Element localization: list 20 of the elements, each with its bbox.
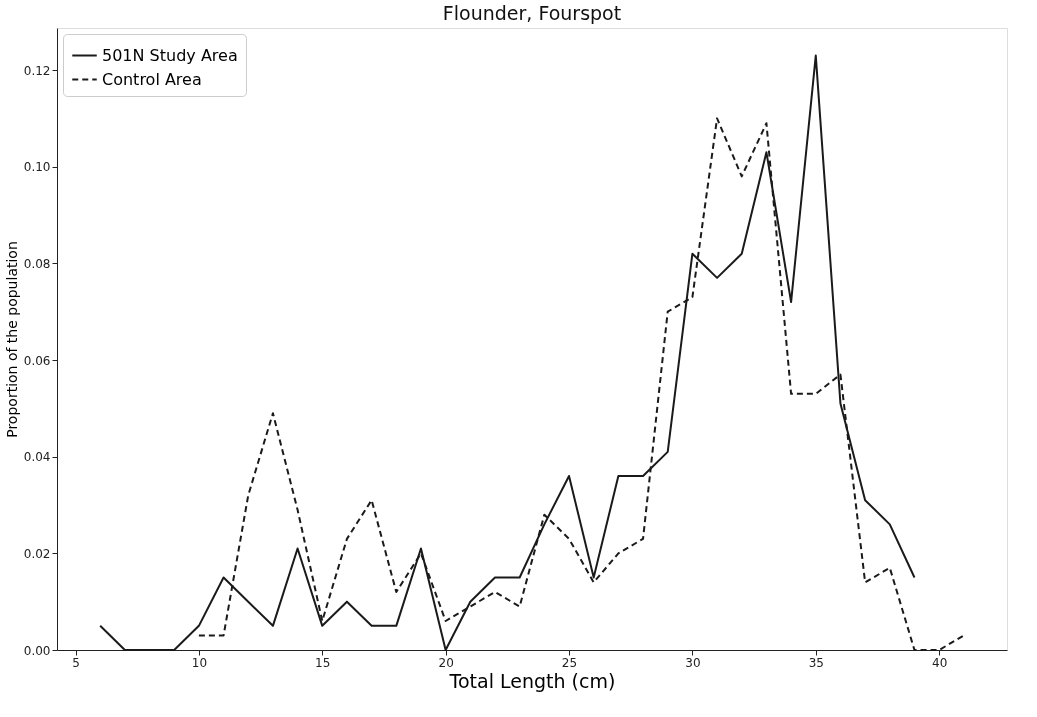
y-tick-label: 0.06 — [23, 353, 51, 368]
x-tick-label: 10 — [191, 655, 208, 670]
x-tick-label: 25 — [561, 655, 578, 670]
x-tick-label: 35 — [808, 655, 824, 670]
y-tick-label: 0.04 — [23, 450, 51, 465]
x-axis-title: Total Length (cm) — [448, 669, 616, 692]
x-tick-label: 20 — [438, 655, 454, 670]
x-tick-label: 30 — [685, 655, 701, 670]
x-tick-label: 15 — [315, 655, 331, 670]
y-tick-label: 0.10 — [23, 160, 51, 175]
x-tick-label: 40 — [932, 655, 948, 670]
legend-label: Control Area — [102, 69, 202, 89]
legend-label: 501N Study Area — [102, 45, 238, 65]
x-tick-label: 5 — [72, 655, 80, 670]
y-tick-label: 0.08 — [23, 256, 51, 271]
chart-title: Flounder, Fourspot — [442, 2, 622, 24]
y-tick-label: 0.02 — [23, 546, 51, 561]
y-tick-label: 0.12 — [23, 63, 51, 78]
y-axis-title: Proportion of the population — [3, 241, 20, 438]
y-tick-label: 0.00 — [23, 643, 51, 658]
